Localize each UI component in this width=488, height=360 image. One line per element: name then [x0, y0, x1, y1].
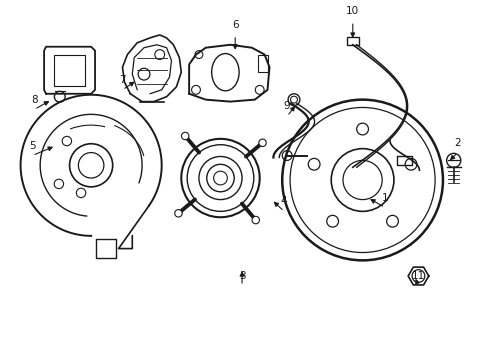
- Text: 8: 8: [31, 95, 38, 104]
- Text: 11: 11: [411, 271, 424, 281]
- Circle shape: [251, 216, 259, 224]
- Text: 7: 7: [119, 75, 125, 85]
- Circle shape: [174, 210, 182, 217]
- Text: 9: 9: [283, 102, 290, 111]
- Text: 4: 4: [280, 197, 287, 207]
- Circle shape: [181, 132, 188, 140]
- Circle shape: [258, 139, 265, 147]
- Text: 10: 10: [346, 6, 359, 16]
- Text: 1: 1: [381, 193, 387, 203]
- Bar: [346, 37, 358, 45]
- Text: 5: 5: [29, 141, 36, 150]
- Text: 3: 3: [238, 271, 245, 281]
- Text: 2: 2: [453, 138, 460, 148]
- Text: 6: 6: [231, 20, 238, 30]
- Bar: [257, 55, 267, 72]
